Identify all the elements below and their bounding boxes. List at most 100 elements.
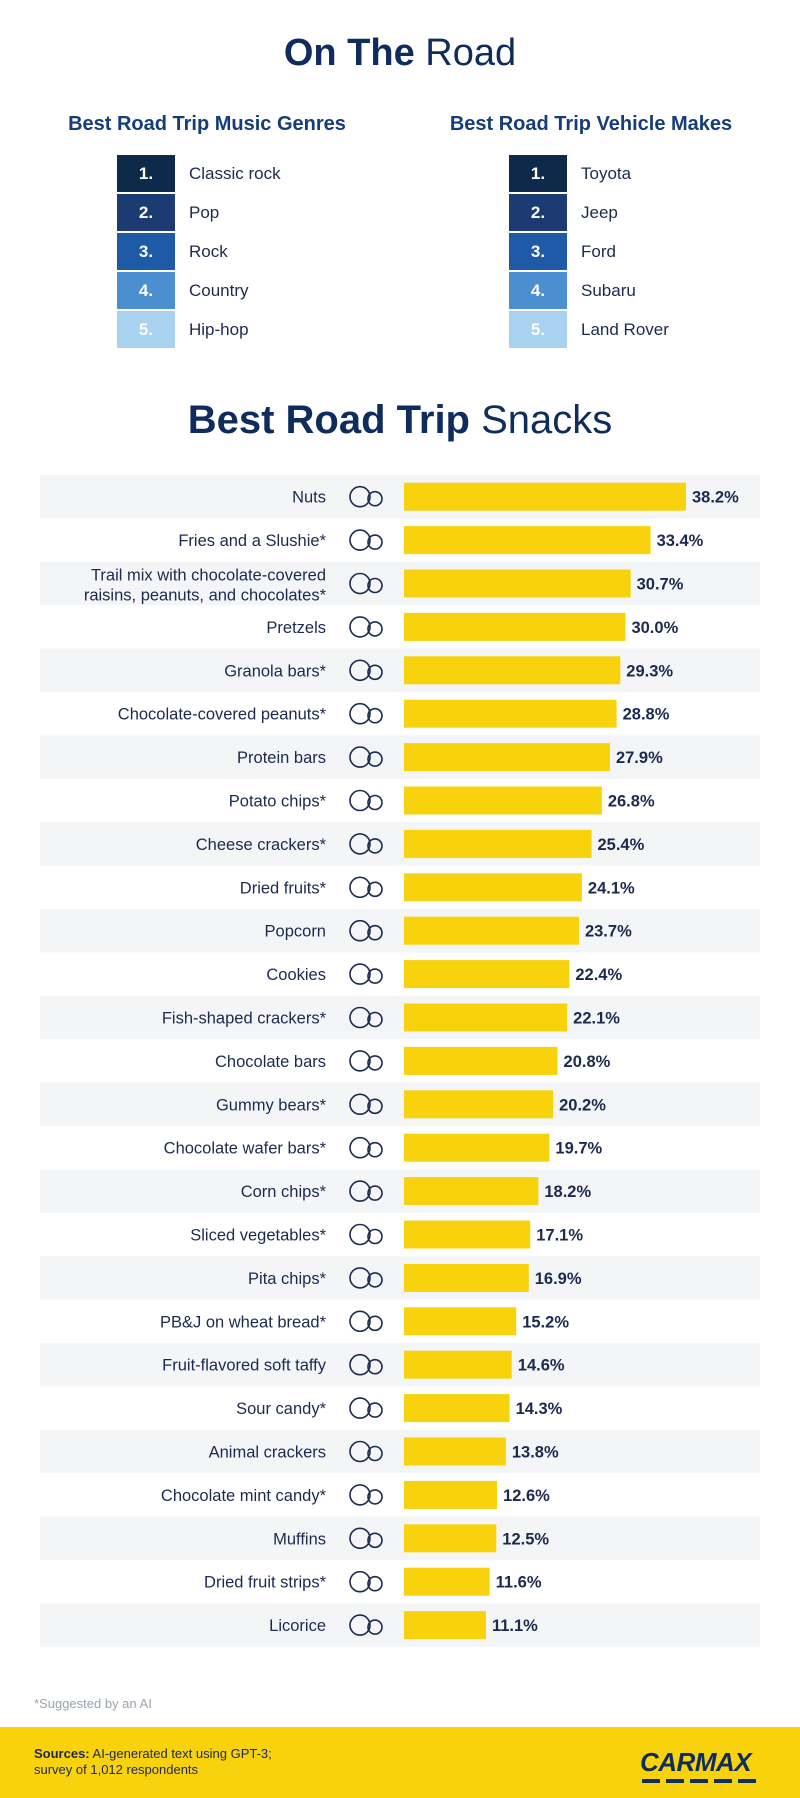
row-stripe (40, 1429, 760, 1474)
rank-number: 2. (117, 194, 175, 231)
value-label: 33.4% (657, 532, 704, 550)
sour-candy-icon (349, 1397, 383, 1419)
category-label: Muffins (273, 1530, 326, 1548)
category-label: Sour candy* (236, 1400, 326, 1418)
sources-label: Sources: (34, 1746, 90, 1761)
value-label: 15.2% (522, 1313, 569, 1331)
cheese-crackers-icon (349, 833, 383, 855)
bar (404, 1437, 506, 1466)
row-stripe (40, 1256, 760, 1300)
wafer-bar-icon (349, 1136, 383, 1159)
popcorn-icon (349, 919, 383, 942)
gummy-bears-icon (349, 1093, 383, 1116)
category-label: Chocolate mint candy* (161, 1487, 327, 1505)
sources: Sources: AI-generated text using GPT-3; … (34, 1746, 272, 1778)
bar (404, 829, 592, 858)
bar (404, 1307, 517, 1336)
nuts-icon (349, 485, 383, 508)
muffin-icon (349, 1527, 383, 1550)
row-stripe (40, 735, 760, 779)
value-label: 30.0% (631, 619, 678, 637)
dried-fruits-icon (349, 876, 383, 899)
music-label: Country (189, 281, 249, 300)
rank-number: 2. (509, 194, 567, 231)
bar (404, 1480, 498, 1509)
trail-mix-icon (349, 572, 383, 595)
rank-number: 1. (117, 155, 175, 192)
category-label: Pretzels (266, 619, 326, 637)
taffy-icon (349, 1353, 383, 1376)
corn-chips-icon (349, 1180, 383, 1202)
category-label: Chocolate bars (215, 1053, 326, 1071)
pbj-sandwich-icon (349, 1310, 383, 1333)
value-label: 22.4% (575, 966, 622, 984)
music-label: Hip-hop (189, 320, 249, 339)
value-label: 20.8% (564, 1053, 611, 1071)
pretzel-icon (349, 616, 383, 638)
row-stripe (40, 648, 760, 692)
value-label: 12.5% (502, 1530, 549, 1548)
value-label: 19.7% (555, 1140, 602, 1158)
vehicle-label: Land Rover (581, 320, 669, 339)
row-stripe (40, 1516, 760, 1560)
value-label: 14.3% (516, 1400, 563, 1418)
vehicle-label: Subaru (581, 281, 636, 300)
fries-slushie-icon (349, 529, 383, 551)
row-stripe (40, 1169, 760, 1213)
category-label: Granola bars* (224, 662, 326, 680)
bar (404, 1133, 550, 1162)
category-label: Corn chips* (241, 1183, 327, 1201)
vehicle-makes-title: Best Road Trip Vehicle Makes (449, 113, 733, 135)
bar (404, 526, 651, 555)
category-label: Chocolate-covered peanuts* (118, 706, 327, 724)
value-label: 30.7% (637, 576, 684, 594)
potato-chips-icon (349, 789, 383, 812)
row-stripe (40, 561, 760, 606)
value-label: 13.8% (512, 1444, 559, 1462)
bar (404, 569, 631, 598)
bar (404, 612, 626, 641)
bar (404, 1003, 568, 1032)
row-stripe (40, 909, 760, 953)
value-label: 28.8% (623, 706, 670, 724)
value-label: 12.6% (503, 1487, 550, 1505)
vehicle-label: Jeep (581, 203, 618, 222)
snacks-title: Best Road Trip Snacks (0, 398, 800, 443)
bar (404, 1090, 554, 1119)
category-label: Potato chips* (229, 793, 327, 811)
category-label: Cookies (266, 966, 326, 984)
footnote: *Suggested by an AI (34, 1696, 152, 1711)
licorice-icon (349, 1614, 383, 1636)
category-label: Dried fruit strips* (204, 1574, 327, 1592)
value-label: 27.9% (616, 749, 663, 767)
category-label: Trail mix with chocolate-covered raisins,… (84, 567, 327, 605)
category-label: Nuts (292, 489, 326, 507)
bar (404, 743, 610, 772)
rank-number: 4. (509, 272, 567, 309)
snacks-title-light: Snacks (481, 398, 613, 442)
category-label: Fish-shaped crackers* (162, 1010, 327, 1028)
bar (404, 916, 579, 945)
category-label: Popcorn (265, 923, 326, 941)
animal-crackers-icon (349, 1440, 383, 1463)
rank-number: 1. (509, 155, 567, 192)
category-label: Gummy bears* (216, 1096, 327, 1114)
row-stripe (40, 822, 760, 866)
value-label: 18.2% (544, 1183, 591, 1201)
value-label: 29.3% (626, 662, 673, 680)
page-title-light: Road (425, 32, 517, 74)
cookie-icon (349, 963, 383, 985)
rank-number: 3. (117, 233, 175, 270)
category-label: Dried fruits* (240, 879, 327, 897)
category-label: Fruit-flavored soft taffy (162, 1357, 327, 1375)
snacks-title-bold: Best Road Trip (187, 398, 470, 442)
music-label: Pop (189, 203, 220, 222)
bar (404, 482, 686, 511)
value-label: 20.2% (559, 1096, 606, 1114)
value-label: 23.7% (585, 923, 632, 941)
category-label: Pita chips* (248, 1270, 327, 1288)
sources-text-1: AI-generated text using GPT-3; (92, 1746, 272, 1761)
bar (404, 1394, 510, 1423)
bar (404, 1220, 531, 1249)
category-label: Sliced vegetables* (190, 1227, 326, 1245)
